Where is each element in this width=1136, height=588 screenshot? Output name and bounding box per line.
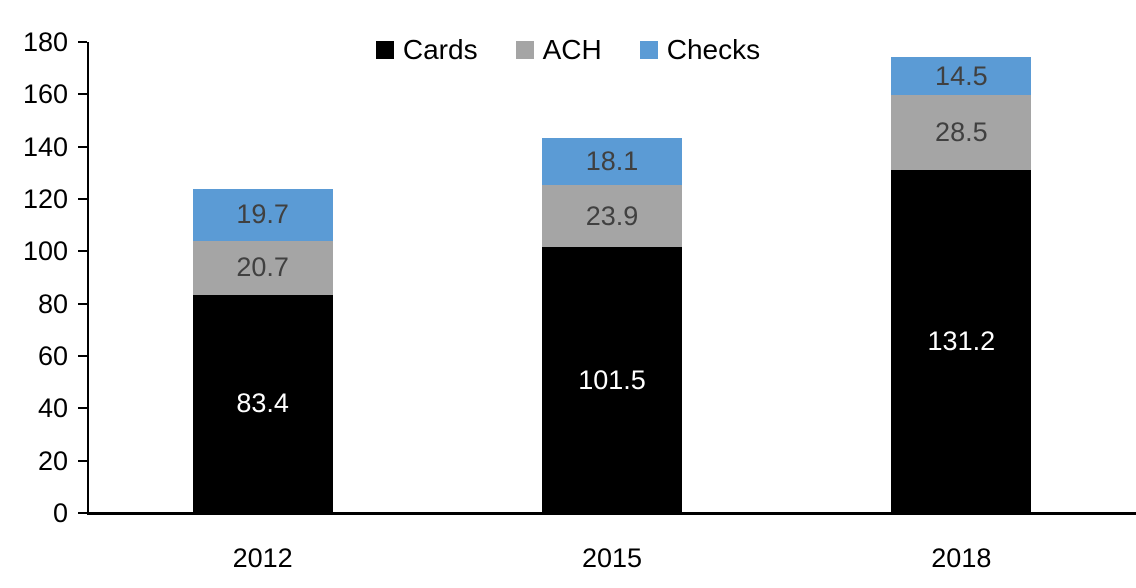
bar-value-label: 28.5 (935, 116, 988, 147)
legend-label: Cards (402, 34, 478, 65)
legend-item-cards: Cards (375, 34, 478, 65)
bar-segment-ach-2015: 23.9 (542, 184, 682, 248)
bar-value-label: 83.4 (236, 388, 289, 419)
y-axis-tick (78, 93, 87, 96)
y-axis-tick (78, 250, 87, 253)
y-axis-tick (78, 198, 87, 200)
bar-segment-ach-2012: 20.7 (192, 240, 333, 295)
y-axis-tick (78, 302, 87, 305)
chart-legend: Cards ACH Checks (0, 33, 1136, 67)
y-axis-tick (78, 407, 87, 410)
bar-segment-cards-2012: 83.4 (192, 294, 333, 513)
bar-value-label: 131.2 (927, 325, 996, 356)
bar-value-label: 14.5 (935, 60, 988, 91)
y-axis-tick-label: 160 (22, 79, 68, 110)
bar-segment-cards-2018: 131.2 (891, 169, 1032, 513)
bar-value-label: 18.1 (585, 145, 639, 176)
bar-value-label: 101.5 (578, 364, 646, 395)
y-axis-tick-label: 120 (22, 184, 68, 214)
y-axis-tick-label: 140 (22, 131, 68, 162)
y-axis-tick-label: 180 (22, 27, 68, 57)
y-axis-tick-label: 20 (37, 445, 68, 476)
legend-item-checks: Checks (639, 34, 761, 65)
bar-segment-ach-2018: 28.5 (891, 95, 1032, 170)
bar-segment-checks-2018: 14.5 (891, 57, 1032, 96)
y-axis-tick-label: 60 (37, 341, 68, 371)
bar-segment-checks-2015: 18.1 (542, 137, 682, 185)
x-axis-category-label: 2018 (931, 543, 992, 573)
bar-segment-checks-2012: 19.7 (192, 189, 333, 241)
legend-swatch-icon (375, 41, 394, 59)
legend-label: ACH (542, 34, 602, 65)
bar-value-label: 20.7 (236, 252, 289, 283)
y-axis-tick (78, 512, 87, 514)
bar-value-label: 23.9 (585, 200, 639, 231)
legend-label: Checks (666, 34, 761, 65)
x-axis-category-label: 2012 (232, 543, 293, 573)
y-axis-tick-label: 100 (22, 236, 68, 267)
bar-value-label: 19.7 (236, 199, 289, 230)
y-axis-tick (78, 459, 87, 462)
y-axis-tick (78, 145, 87, 148)
y-axis-tick-label: 40 (37, 393, 68, 424)
legend-swatch-icon (639, 41, 658, 59)
legend-item-ach: ACH (515, 34, 602, 65)
x-axis-line (87, 512, 1136, 515)
y-axis-tick (78, 355, 87, 357)
y-axis-line (87, 42, 89, 515)
y-axis-tick-label: 0 (52, 498, 68, 528)
y-axis-tick-label: 80 (37, 288, 68, 319)
x-axis-category-label: 2015 (581, 543, 643, 573)
legend-swatch-icon (515, 41, 534, 59)
y-axis-tick (78, 41, 87, 43)
bar-segment-cards-2015: 101.5 (542, 247, 682, 513)
